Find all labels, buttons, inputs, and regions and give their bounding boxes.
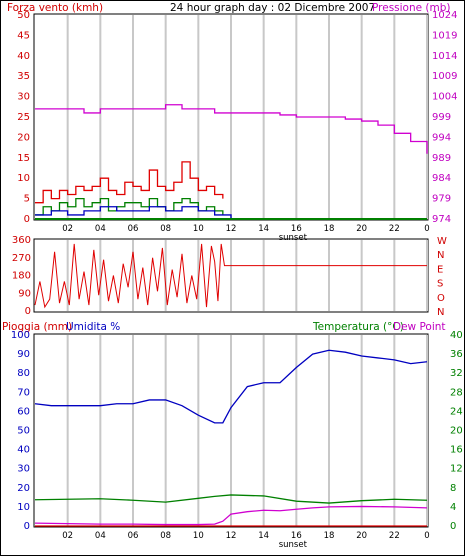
sunset-label: sunset (279, 233, 308, 243)
y-tick-label: 32 (450, 368, 463, 379)
series-line (35, 206, 232, 219)
x-tick-label: 04 (95, 531, 106, 541)
y-tick-label: 30 (17, 464, 30, 475)
y-tick-label: 974 (432, 214, 451, 225)
x-tick-label: 10 (193, 531, 204, 541)
direction-tick-label: N (437, 250, 444, 261)
y-tick-label: 10 (17, 502, 30, 513)
y-tick-label: 989 (432, 153, 451, 164)
x-tick-label: 22 (389, 531, 400, 541)
series-line (34, 505, 428, 526)
y-tick-label: 50 (17, 10, 30, 21)
y-tick-label: 15 (17, 153, 30, 164)
y-tick-label: 40 (17, 51, 30, 62)
x-tick-label: 18 (324, 531, 335, 541)
x-tick-label: 16 (291, 224, 302, 234)
x-tick-label: 18 (324, 224, 335, 234)
sunset-label: sunset (279, 540, 308, 550)
y-tick-label: 28 (450, 387, 463, 398)
y-tick-label: 40 (450, 330, 463, 341)
y-tick-label: 45 (17, 30, 30, 41)
direction-tick-label: W (437, 236, 447, 247)
y-tick-label: 1024 (432, 10, 457, 21)
y-tick-label: 0 (24, 521, 30, 532)
y-tick-label: 0 (450, 521, 456, 532)
y-tick-label: 80 (17, 368, 30, 379)
direction-tick-label: O (437, 293, 445, 304)
y-tick-label: 70 (17, 387, 30, 398)
series-line (34, 494, 428, 504)
y-tick-label: 12 (450, 464, 463, 475)
y-tick-label: 1004 (432, 92, 457, 103)
series-line (35, 197, 224, 216)
y-tick-label: 30 (17, 92, 30, 103)
y-tick-label: 984 (432, 173, 451, 184)
y-tick-label: 0 (24, 214, 30, 225)
x-tick-label: 0 (424, 531, 429, 541)
x-tick-label: 02 (62, 224, 73, 234)
y-tick-label: 979 (432, 194, 451, 205)
y-tick-label: 1009 (432, 71, 457, 82)
y-tick-label: 20 (17, 132, 30, 143)
humidity-label: Umidita % (66, 321, 120, 333)
pressure-title: Pressione (mb) (372, 2, 451, 14)
y-tick-label: 180 (12, 271, 31, 282)
y-tick-label: 999 (432, 112, 451, 123)
x-tick-label: 12 (226, 531, 237, 541)
x-tick-label: 02 (62, 531, 73, 541)
direction-tick-label: S (437, 279, 443, 290)
y-tick-label: 16 (450, 445, 463, 456)
x-tick-label: 12 (226, 224, 237, 234)
y-tick-label: 10 (17, 173, 30, 184)
y-tick-label: 5 (24, 194, 30, 205)
x-tick-label: 22 (389, 224, 400, 234)
y-tick-label: 40 (17, 445, 30, 456)
y-tick-label: 36 (450, 349, 463, 360)
x-tick-label: 20 (356, 224, 367, 234)
direction-tick-label: N (437, 307, 444, 318)
wind-speed-title: Forza vento (kmh) (7, 2, 103, 14)
series-line (34, 349, 428, 424)
x-tick-label: 16 (291, 531, 302, 541)
y-tick-label: 60 (17, 406, 30, 417)
dew-point-label: Dew Point (393, 321, 446, 333)
y-tick-label: 35 (17, 71, 30, 82)
x-tick-label: 14 (258, 531, 269, 541)
y-tick-label: 25 (17, 112, 30, 123)
x-tick-label: 08 (160, 531, 171, 541)
y-tick-label: 90 (17, 349, 30, 360)
temperature-label: Temperatura (°C) (312, 321, 404, 333)
y-tick-label: 0 (25, 306, 31, 317)
x-tick-label: 10 (193, 224, 204, 234)
y-tick-label: 24 (450, 406, 463, 417)
y-tick-label: 20 (17, 483, 30, 494)
x-tick-label: 14 (258, 224, 269, 234)
x-tick-label: 06 (128, 224, 139, 234)
y-tick-label: 994 (432, 132, 451, 143)
series-line (35, 161, 224, 204)
x-tick-label: 08 (160, 224, 171, 234)
direction-tick-label: E (437, 264, 443, 275)
y-tick-label: 1019 (432, 30, 457, 41)
y-tick-label: 8 (450, 483, 456, 494)
rain-label: Pioggia (mm) (2, 321, 72, 333)
y-tick-label: 90 (18, 288, 31, 299)
y-tick-label: 50 (17, 426, 30, 437)
x-tick-label: 0 (424, 224, 429, 234)
y-tick-label: 4 (450, 502, 456, 513)
series-line (35, 104, 428, 154)
chart-date-title: 24 hour graph day : 02 Dicembre 2007 (170, 2, 375, 14)
y-tick-label: 270 (12, 253, 31, 264)
y-tick-label: 360 (12, 235, 31, 246)
series-line (34, 243, 427, 309)
x-tick-label: 04 (95, 224, 106, 234)
y-tick-label: 100 (11, 330, 30, 341)
y-tick-label: 1014 (432, 51, 457, 62)
y-tick-label: 20 (450, 426, 463, 437)
x-tick-label: 20 (356, 531, 367, 541)
x-tick-label: 06 (128, 531, 139, 541)
